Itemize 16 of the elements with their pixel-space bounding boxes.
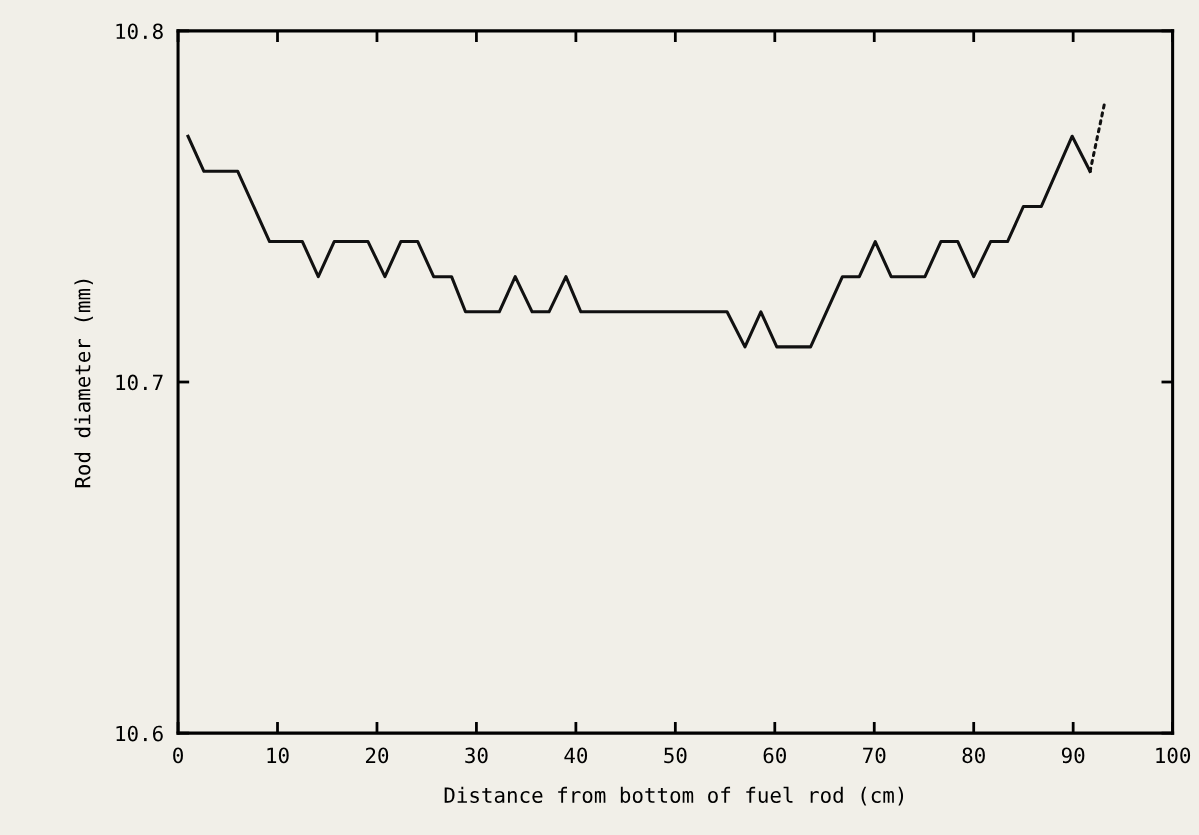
- y-axis-title: Rod diameter (mm): [74, 279, 93, 488]
- x-tick-label: 0: [173, 747, 183, 764]
- x-axis-title: Distance from bottom of fuel rod (cm): [444, 786, 904, 806]
- x-tick-label: 30: [465, 747, 488, 764]
- x-tick-label: 80: [962, 747, 985, 764]
- y-tick-label: 10.6: [116, 725, 163, 742]
- x-tick-label: 70: [863, 747, 886, 764]
- x-tick-label: 10: [267, 747, 289, 764]
- y-tick-label: 10.7: [116, 374, 163, 391]
- x-tick-label: 60: [763, 747, 786, 764]
- y-tick-label: 10.8: [116, 23, 163, 40]
- x-tick-label: 100: [1156, 747, 1191, 764]
- x-tick-label: 90: [1061, 747, 1085, 764]
- x-tick-label: 20: [365, 747, 389, 764]
- x-tick-label: 40: [564, 747, 588, 764]
- x-tick-label: 50: [664, 747, 687, 764]
